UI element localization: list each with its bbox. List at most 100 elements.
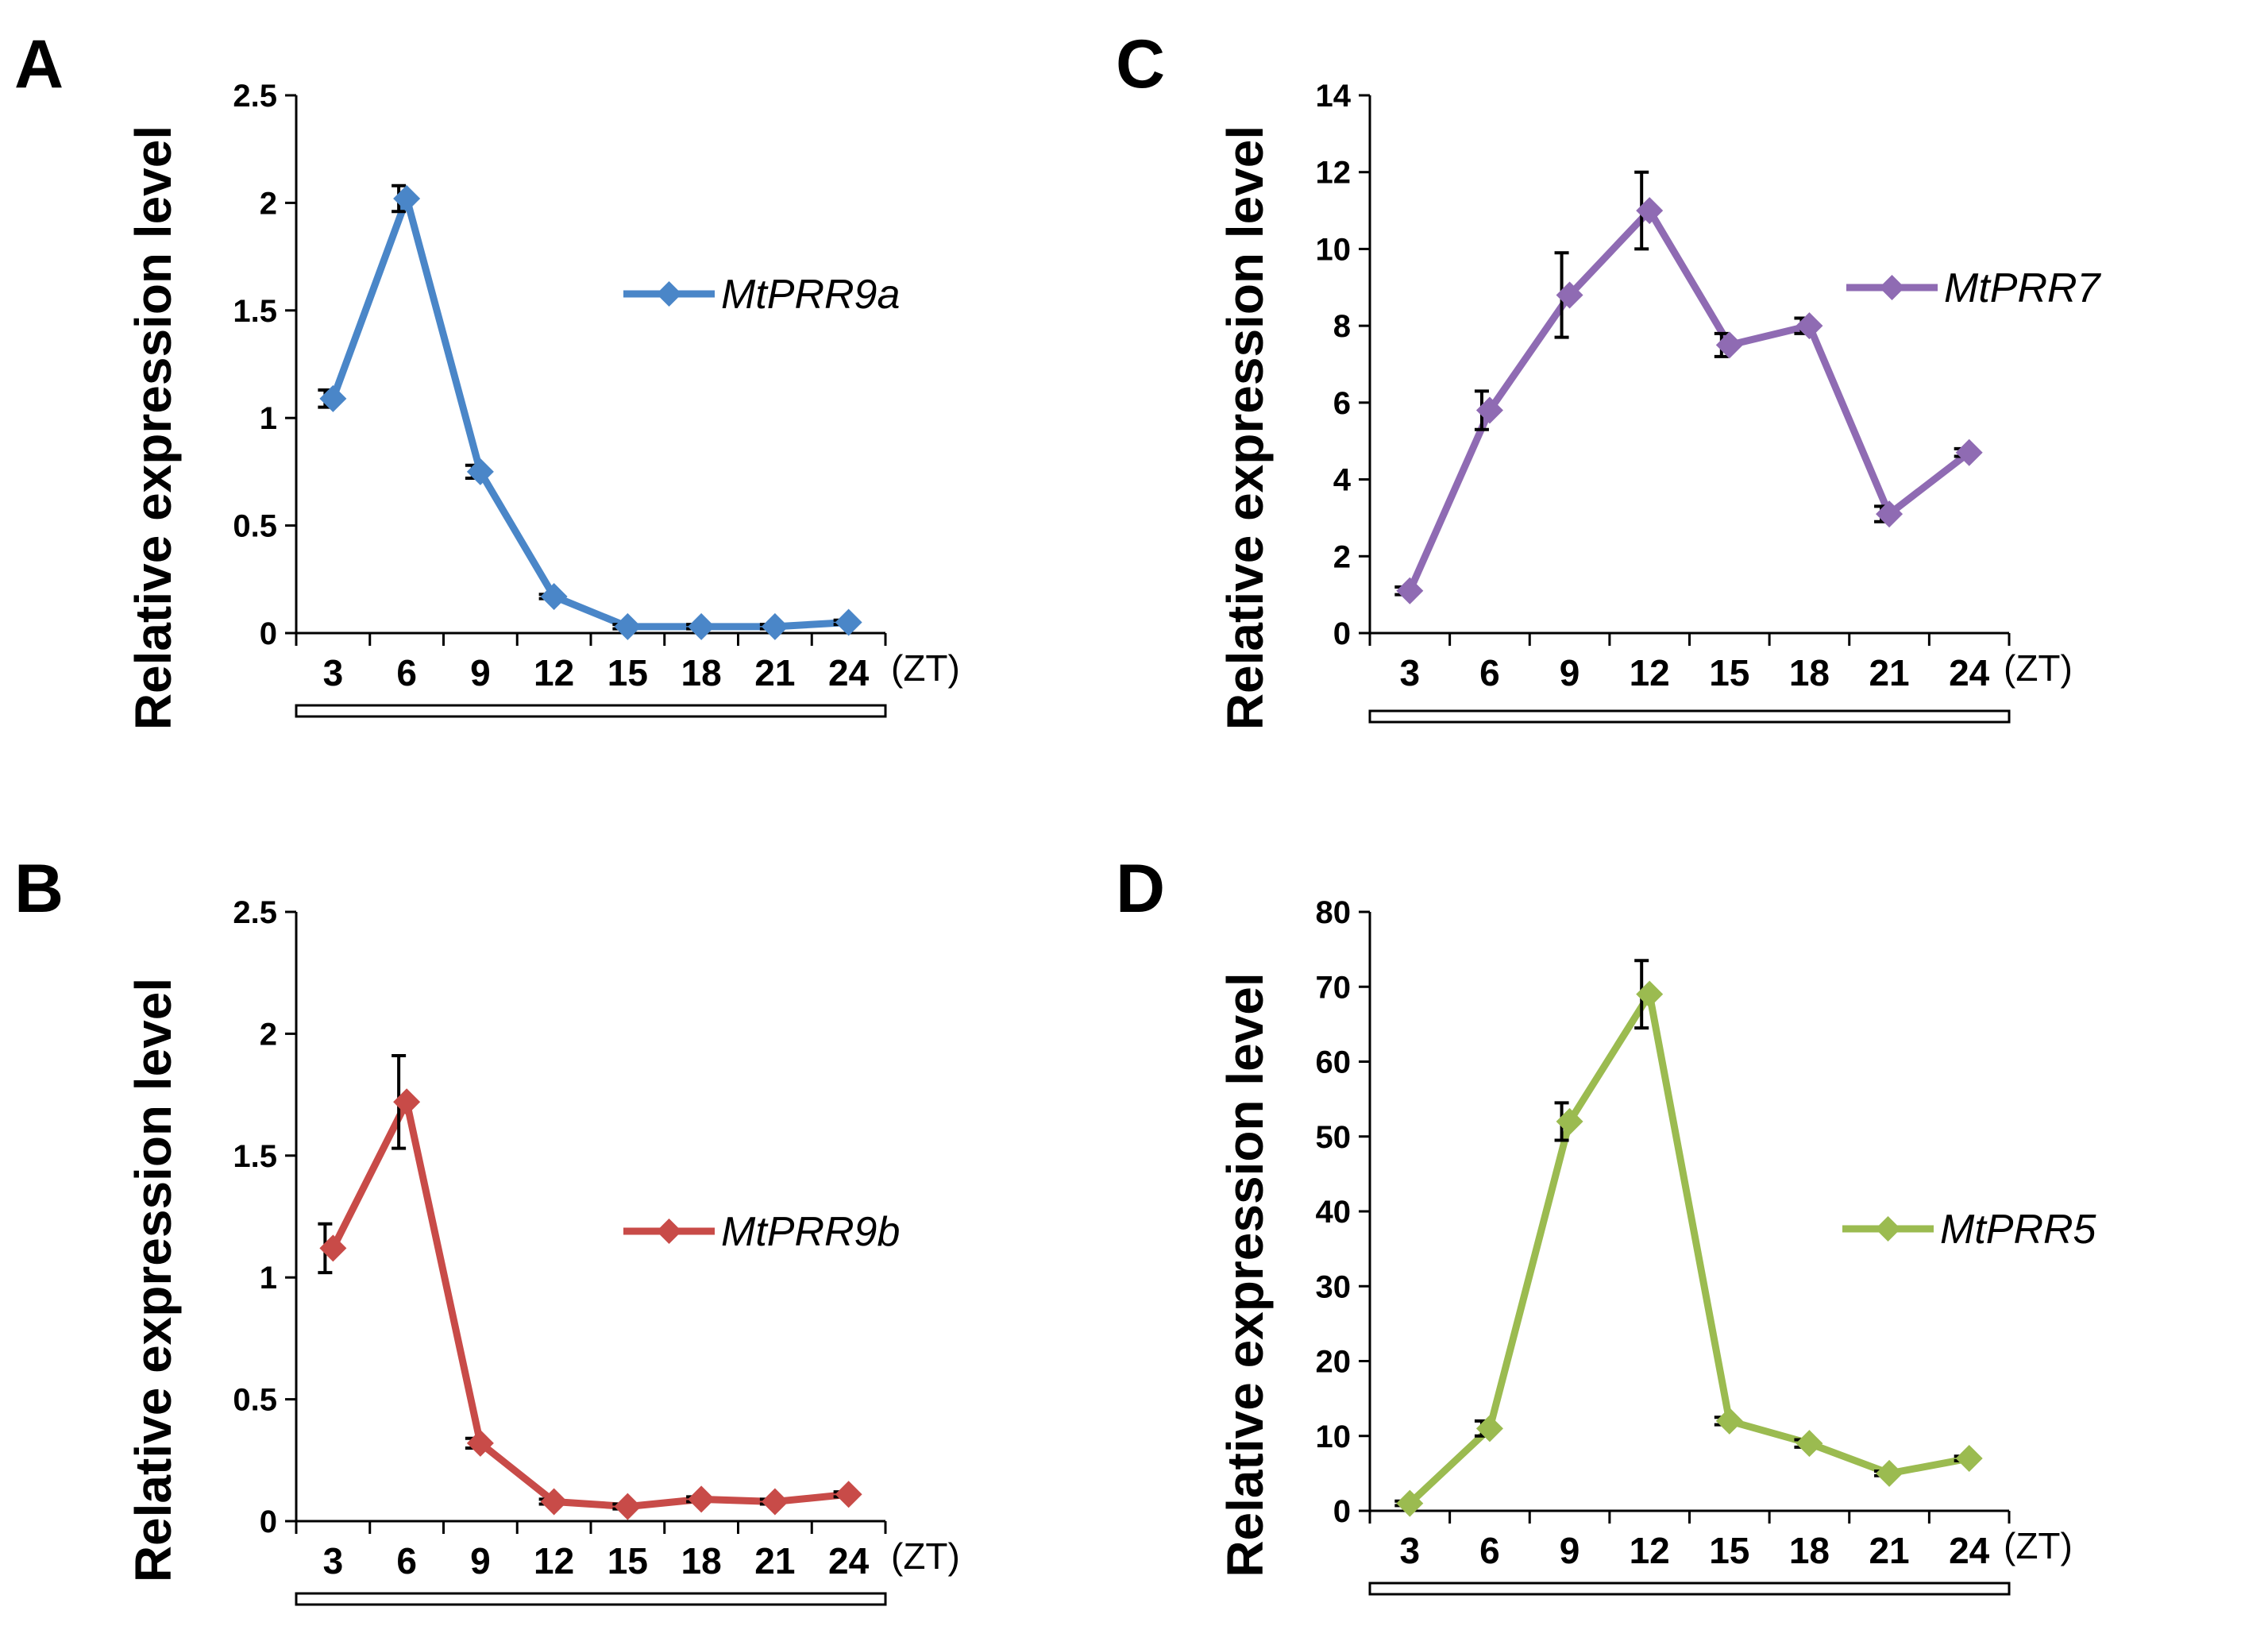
x-tick-label: 15 [608, 1540, 648, 1582]
series-line [1406, 207, 1972, 593]
data-point [319, 384, 347, 412]
data-point [1715, 1407, 1743, 1435]
x-tick-label: 21 [1869, 652, 1909, 693]
x-unit-label: (ZT) [2004, 1525, 2073, 1566]
legend-swatch-marker [1879, 275, 1905, 300]
y-tick-label: 2.5 [233, 79, 277, 114]
x-tick-label: 24 [828, 652, 870, 693]
x-unit-label: (ZT) [891, 647, 960, 689]
data-point [1876, 1459, 1904, 1487]
y-tick-label: 70 [1316, 970, 1352, 1005]
chart-panel-a: A Relative expression level 0 0.5 1 1.5 2 2.5 3 6… [14, 26, 960, 730]
light-period-bar [295, 704, 887, 718]
y-tick-label: 20 [1316, 1345, 1352, 1380]
legend: MtPRR9b [623, 1209, 900, 1255]
x-tick-label: 24 [828, 1540, 870, 1582]
x-tick-label: 24 [1949, 1530, 1990, 1571]
data-point [1556, 281, 1583, 309]
y-tick-label: 6 [1333, 386, 1351, 421]
x-tick-label: 12 [534, 1540, 574, 1582]
y-tick-label: 0.5 [233, 1383, 277, 1418]
panel-letter: B [14, 851, 64, 927]
y-tick-label: 8 [1333, 309, 1351, 344]
panel-letter: C [1116, 26, 1165, 102]
chart-panel-b: B Relative expression level 0 0.5 1 1.5 2 2.5 3 6… [14, 851, 960, 1606]
series-mtprr9b [318, 1054, 862, 1520]
light-period-bar [1368, 709, 2011, 724]
light-period-bar [1368, 1582, 2011, 1596]
chart-panel-d: D Relative expression level 0 10 20 30 40 50 60 7… [1116, 851, 2097, 1596]
y-axis-label: Relative expression level [125, 978, 182, 1582]
legend-label: MtPRR9b [721, 1209, 900, 1255]
y-tick-label: 10 [1316, 1419, 1352, 1454]
y-tick-label: 1 [260, 401, 277, 436]
data-point [1876, 500, 1904, 528]
series-mtprr5 [1394, 959, 1983, 1517]
series-mtprr7 [1394, 170, 1983, 604]
x-tick-label: 15 [1709, 1530, 1749, 1571]
legend-label: MtPRR9a [721, 272, 900, 318]
x-tick-label: 18 [681, 1540, 722, 1582]
y-tick-label: 80 [1316, 895, 1352, 930]
x-tick-label: 9 [1560, 652, 1580, 693]
y-tick-label: 14 [1316, 79, 1352, 114]
series-line [330, 1098, 850, 1511]
x-tick-label: 6 [396, 652, 417, 693]
data-point [1796, 1430, 1823, 1458]
y-tick-label: 12 [1316, 156, 1352, 191]
x-tick-label: 15 [1709, 652, 1749, 693]
x-tick-label: 12 [1630, 652, 1670, 693]
y-tick-label: 2.5 [233, 895, 277, 930]
y-tick-label: 60 [1316, 1045, 1352, 1080]
data-point [688, 1485, 716, 1513]
y-tick-label: 1.5 [233, 294, 277, 329]
data-point [1396, 1489, 1424, 1517]
x-tick-label: 21 [754, 652, 795, 693]
x-tick-label: 12 [1630, 1530, 1670, 1571]
data-point [1636, 197, 1664, 225]
data-point [1556, 1107, 1583, 1135]
legend-swatch-marker [656, 1219, 682, 1244]
x-tick-label: 24 [1949, 652, 1990, 693]
y-tick-label: 0 [1333, 1494, 1351, 1529]
data-point [1796, 312, 1823, 340]
x-tick-label: 3 [1400, 652, 1421, 693]
y-tick-label: 1 [260, 1261, 277, 1296]
data-point [1715, 331, 1743, 359]
y-tick-label: 30 [1316, 1269, 1352, 1304]
y-axis-label: Relative expression level [125, 126, 182, 730]
x-unit-label: (ZT) [2004, 647, 2073, 689]
data-point [466, 1429, 494, 1457]
legend-label: MtPRR5 [1940, 1207, 2097, 1253]
y-tick-label: 4 [1333, 463, 1352, 498]
y-tick-label: 0 [1333, 616, 1351, 651]
x-tick-label: 3 [1400, 1530, 1421, 1571]
x-tick-label: 6 [1479, 1530, 1500, 1571]
y-tick-label: 50 [1316, 1120, 1352, 1155]
x-tick-label: 3 [323, 1540, 344, 1582]
y-tick-label: 2 [260, 186, 277, 221]
legend: MtPRR9a [623, 272, 900, 318]
series-line [330, 195, 849, 631]
data-point [1955, 1445, 1983, 1473]
data-point [393, 184, 421, 212]
y-tick-label: 2 [260, 1017, 277, 1052]
x-tick-label: 21 [1869, 1530, 1909, 1571]
x-tick-label: 3 [323, 652, 344, 693]
panel-letter: A [14, 26, 64, 102]
y-tick-label: 0.5 [233, 509, 277, 544]
panel-letter: D [1116, 851, 1165, 927]
x-tick-label: 9 [1560, 1530, 1580, 1571]
y-tick-label: 1.5 [233, 1139, 277, 1174]
y-tick-label: 40 [1316, 1195, 1352, 1230]
legend-label: MtPRR7 [1944, 265, 2102, 311]
data-point [1475, 1415, 1503, 1443]
series-mtprr9a [318, 183, 862, 640]
x-tick-label: 9 [470, 1540, 491, 1582]
data-point [761, 1488, 789, 1516]
x-tick-label: 18 [681, 652, 722, 693]
x-tick-label: 12 [534, 652, 574, 693]
data-point [1475, 396, 1503, 424]
